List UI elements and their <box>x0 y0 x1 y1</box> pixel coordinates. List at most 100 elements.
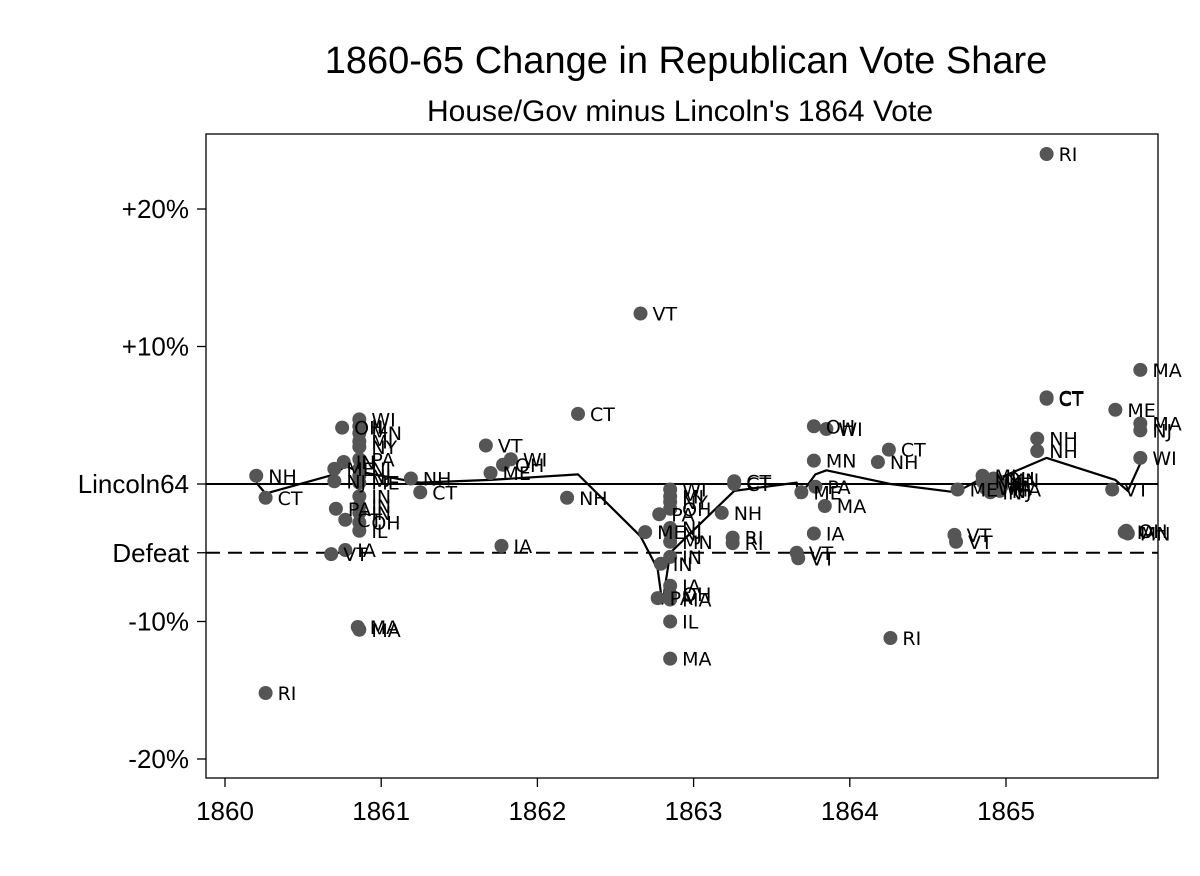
point-label: ME <box>970 480 998 502</box>
point-label: CT <box>901 440 926 462</box>
data-point <box>258 490 273 505</box>
point-label: MI <box>682 486 704 508</box>
data-point <box>352 439 367 454</box>
point-label: CT <box>357 510 382 532</box>
x-tick-label: 1865 <box>977 796 1035 826</box>
point-label: MA <box>682 649 711 671</box>
point-label: IL <box>371 416 388 438</box>
point-label: WI <box>682 480 706 502</box>
x-tick-label: 1861 <box>352 796 410 826</box>
point-label: VT <box>968 532 993 554</box>
data-points <box>249 147 1148 700</box>
data-point <box>483 466 498 480</box>
point-label: CT <box>590 404 615 426</box>
point-label: VT <box>343 544 368 566</box>
point-label: MA <box>837 496 866 518</box>
point-label: IA <box>1013 477 1032 499</box>
data-point <box>335 420 350 435</box>
data-point <box>338 543 353 557</box>
point-label: WI <box>371 409 395 431</box>
data-point <box>249 468 264 483</box>
point-label: IA <box>357 540 376 562</box>
point-label: WI <box>838 419 862 441</box>
point-label: IL <box>371 521 388 543</box>
y-tick-label: -10% <box>128 607 189 637</box>
data-point <box>1133 362 1148 377</box>
y-tick-label: Defeat <box>112 538 189 568</box>
data-point <box>663 651 678 666</box>
point-label: NJ <box>346 471 366 493</box>
data-point <box>1105 482 1120 497</box>
data-point <box>650 591 665 606</box>
point-label: VT <box>1124 480 1149 502</box>
point-label: IA <box>682 576 701 598</box>
data-point <box>352 475 367 490</box>
point-label: MI <box>995 466 1017 488</box>
point-label: PA <box>827 477 850 499</box>
point-label: PA <box>1009 478 1032 500</box>
data-point <box>714 505 729 520</box>
point-label: RI <box>902 628 921 650</box>
data-point <box>327 474 342 489</box>
point-labels: NHCTRIMEVTNJPAOHINIACTMAMAWIILMNMINYPANJ… <box>268 144 1181 705</box>
data-point <box>352 523 367 538</box>
point-label: CT <box>746 474 771 496</box>
data-point <box>352 622 367 637</box>
data-point <box>1039 147 1054 161</box>
data-point <box>403 471 418 486</box>
y-axis: +20% +10% Lincoln64 Defeat -10% -20% <box>78 194 206 774</box>
point-label: OH <box>682 584 711 606</box>
data-point <box>1030 431 1045 446</box>
point-label: OH <box>1138 521 1167 543</box>
data-point <box>1108 402 1123 417</box>
point-label: MA <box>1152 360 1181 382</box>
point-label: MA <box>682 590 711 612</box>
point-label: NH <box>1049 441 1078 463</box>
point-label: NY <box>371 437 397 459</box>
point-label: ME <box>346 459 374 481</box>
point-label: CT <box>1059 387 1084 409</box>
point-label: VT <box>966 525 991 547</box>
point-label: PA <box>371 449 394 471</box>
data-point <box>949 534 964 549</box>
point-label: NJ <box>1012 481 1032 503</box>
point-label: NH <box>579 488 608 510</box>
data-point <box>494 538 509 553</box>
data-point <box>1133 423 1148 438</box>
data-point <box>817 499 832 513</box>
point-label: IA <box>826 524 845 546</box>
point-label: RI <box>745 533 764 555</box>
data-point <box>727 477 742 491</box>
point-label: IL <box>1012 474 1029 496</box>
point-label: CT <box>432 482 457 504</box>
point-label: OH <box>682 499 711 521</box>
point-label: WI <box>523 449 547 471</box>
y-tick-label: +10% <box>122 332 189 362</box>
data-point <box>478 438 493 453</box>
data-point <box>571 406 586 421</box>
data-point <box>663 592 678 607</box>
point-label: IN <box>356 452 376 474</box>
point-label: IN <box>371 496 391 518</box>
point-label: OH <box>515 455 544 477</box>
data-point <box>806 453 821 468</box>
data-point <box>328 501 343 516</box>
chart-title: 1860-65 Change in Republican Vote Share <box>324 40 1048 82</box>
point-label: PA <box>670 588 693 610</box>
x-tick-label: 1862 <box>508 796 566 826</box>
data-point <box>352 452 367 467</box>
point-label: NH <box>423 469 452 491</box>
point-label: ME <box>813 482 841 504</box>
x-tick-label: 1860 <box>196 796 254 826</box>
data-point <box>1133 450 1148 465</box>
data-point <box>806 419 821 434</box>
point-label: ME <box>503 463 531 485</box>
point-label: MN <box>826 451 857 473</box>
data-point <box>950 482 965 497</box>
point-label: IN <box>371 486 391 508</box>
point-label: NH <box>1049 429 1078 451</box>
point-label: PA <box>671 504 694 526</box>
point-label: IN <box>682 547 702 569</box>
data-point <box>338 512 353 527</box>
